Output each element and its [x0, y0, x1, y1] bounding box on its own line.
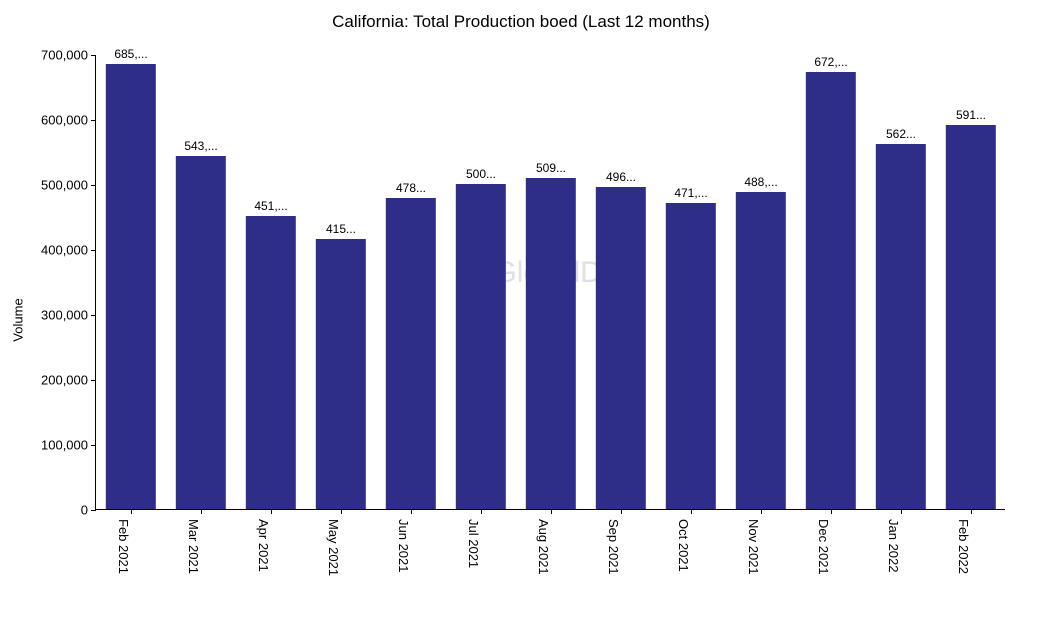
- plot-area: GlobalData 685,...Feb 2021543,...Mar 202…: [95, 55, 1005, 510]
- x-tick-mark: [901, 509, 902, 514]
- x-tick-label: Feb 2021: [116, 519, 131, 574]
- y-tick-label: 400,000: [41, 243, 96, 258]
- bar-value-label: 496...: [606, 170, 636, 184]
- y-tick-label: 600,000: [41, 113, 96, 128]
- x-tick-mark: [691, 509, 692, 514]
- x-tick-label: Apr 2021: [256, 519, 271, 572]
- y-tick-mark: [91, 55, 96, 56]
- y-tick-label: 700,000: [41, 48, 96, 63]
- bar: [666, 203, 716, 509]
- x-tick-label: Aug 2021: [536, 519, 551, 575]
- bar: [176, 156, 226, 509]
- bar-slot: 509...Aug 2021: [516, 55, 586, 509]
- bar-slot: 478...Jun 2021: [376, 55, 446, 509]
- x-tick-label: Jan 2022: [886, 519, 901, 573]
- bar: [246, 216, 296, 509]
- bar: [596, 187, 646, 509]
- x-tick-label: May 2021: [326, 519, 341, 576]
- x-tick-mark: [971, 509, 972, 514]
- bar-value-label: 488,...: [744, 175, 777, 189]
- bar-value-label: 478...: [396, 181, 426, 195]
- bar: [806, 72, 856, 509]
- bar-value-label: 451,...: [254, 199, 287, 213]
- x-tick-label: Feb 2022: [956, 519, 971, 574]
- y-tick-mark: [91, 185, 96, 186]
- bar-value-label: 543,...: [184, 139, 217, 153]
- x-tick-label: Jun 2021: [396, 519, 411, 573]
- bar: [526, 178, 576, 509]
- bar-slot: 672,...Dec 2021: [796, 55, 866, 509]
- bar-slot: 500...Jul 2021: [446, 55, 516, 509]
- x-tick-label: Mar 2021: [186, 519, 201, 574]
- bar-value-label: 415...: [326, 222, 356, 236]
- bar-slot: 543,...Mar 2021: [166, 55, 236, 509]
- x-tick-label: Oct 2021: [676, 519, 691, 572]
- y-tick-label: 500,000: [41, 178, 96, 193]
- bar: [106, 64, 156, 509]
- x-tick-mark: [201, 509, 202, 514]
- bar-slot: 685,...Feb 2021: [96, 55, 166, 509]
- chart-container: California: Total Production boed (Last …: [0, 0, 1042, 639]
- bar-value-label: 685,...: [114, 47, 147, 61]
- x-tick-mark: [761, 509, 762, 514]
- bar-slot: 415...May 2021: [306, 55, 376, 509]
- y-tick-mark: [91, 315, 96, 316]
- x-tick-mark: [271, 509, 272, 514]
- x-tick-mark: [411, 509, 412, 514]
- bar-value-label: 562...: [886, 127, 916, 141]
- bar-value-label: 509...: [536, 161, 566, 175]
- x-tick-mark: [131, 509, 132, 514]
- bar-value-label: 500...: [466, 167, 496, 181]
- bar: [456, 184, 506, 509]
- bar-value-label: 672,...: [814, 55, 847, 69]
- y-tick-label: 300,000: [41, 308, 96, 323]
- y-tick-mark: [91, 510, 96, 511]
- bar-slot: 562...Jan 2022: [866, 55, 936, 509]
- x-tick-label: Sep 2021: [606, 519, 621, 575]
- bar: [386, 198, 436, 509]
- y-tick-mark: [91, 250, 96, 251]
- y-tick-mark: [91, 120, 96, 121]
- bar: [316, 239, 366, 509]
- x-tick-label: Jul 2021: [466, 519, 481, 568]
- bar-slot: 451,...Apr 2021: [236, 55, 306, 509]
- bar-slot: 591...Feb 2022: [936, 55, 1006, 509]
- bar: [876, 144, 926, 509]
- x-tick-mark: [341, 509, 342, 514]
- y-tick-label: 200,000: [41, 373, 96, 388]
- bar-value-label: 471,...: [674, 186, 707, 200]
- x-tick-mark: [481, 509, 482, 514]
- bars-group: 685,...Feb 2021543,...Mar 2021451,...Apr…: [96, 55, 1005, 509]
- y-tick-mark: [91, 445, 96, 446]
- x-tick-label: Nov 2021: [746, 519, 761, 575]
- x-tick-mark: [551, 509, 552, 514]
- chart-title: California: Total Production boed (Last …: [0, 12, 1042, 32]
- y-tick-label: 100,000: [41, 438, 96, 453]
- bar: [946, 125, 996, 509]
- bar-slot: 488,...Nov 2021: [726, 55, 796, 509]
- bar: [736, 192, 786, 509]
- x-tick-mark: [621, 509, 622, 514]
- y-axis-label: Volume: [11, 298, 26, 341]
- x-tick-mark: [831, 509, 832, 514]
- bar-value-label: 591...: [956, 108, 986, 122]
- bar-slot: 471,...Oct 2021: [656, 55, 726, 509]
- x-tick-label: Dec 2021: [816, 519, 831, 575]
- y-tick-mark: [91, 380, 96, 381]
- bar-slot: 496...Sep 2021: [586, 55, 656, 509]
